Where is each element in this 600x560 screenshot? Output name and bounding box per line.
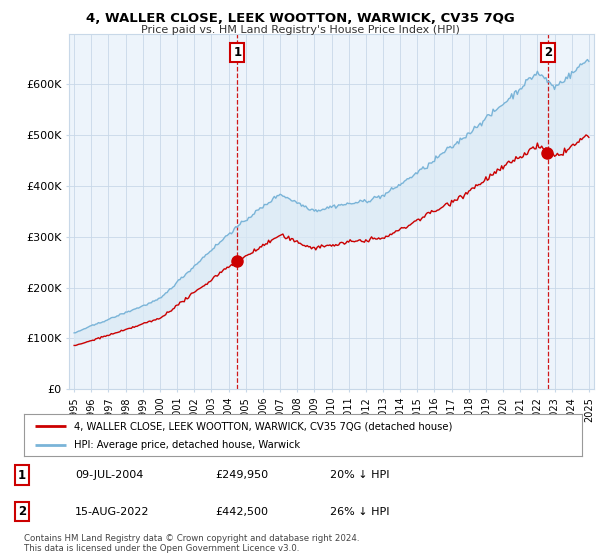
Text: 09-JUL-2004: 09-JUL-2004: [75, 470, 143, 480]
Text: HPI: Average price, detached house, Warwick: HPI: Average price, detached house, Warw…: [74, 441, 301, 450]
Text: Price paid vs. HM Land Registry's House Price Index (HPI): Price paid vs. HM Land Registry's House …: [140, 25, 460, 35]
Text: 2: 2: [544, 46, 552, 59]
Text: 26% ↓ HPI: 26% ↓ HPI: [330, 507, 389, 517]
Text: 4, WALLER CLOSE, LEEK WOOTTON, WARWICK, CV35 7QG (detached house): 4, WALLER CLOSE, LEEK WOOTTON, WARWICK, …: [74, 421, 452, 431]
Text: 20% ↓ HPI: 20% ↓ HPI: [330, 470, 389, 480]
Text: 1: 1: [233, 46, 242, 59]
Text: 1: 1: [18, 469, 26, 482]
Text: 4, WALLER CLOSE, LEEK WOOTTON, WARWICK, CV35 7QG: 4, WALLER CLOSE, LEEK WOOTTON, WARWICK, …: [86, 12, 514, 25]
Text: 2: 2: [18, 505, 26, 518]
Text: £442,500: £442,500: [215, 507, 268, 517]
Text: £249,950: £249,950: [215, 470, 268, 480]
Text: 15-AUG-2022: 15-AUG-2022: [75, 507, 149, 517]
Text: Contains HM Land Registry data © Crown copyright and database right 2024.
This d: Contains HM Land Registry data © Crown c…: [24, 534, 359, 553]
